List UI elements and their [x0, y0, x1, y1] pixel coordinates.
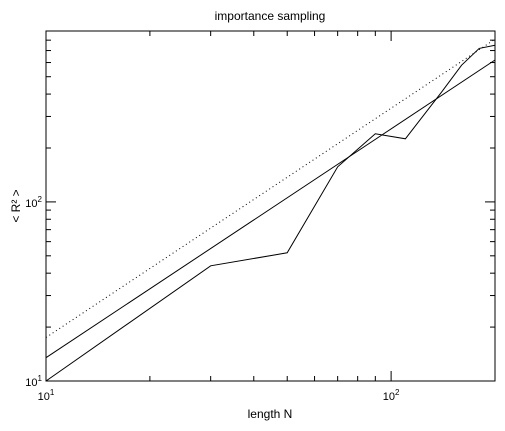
y-tick-label: 102 — [25, 195, 42, 210]
y-axis-label: < R² > — [9, 189, 23, 222]
axis-ticks — [45, 30, 496, 382]
x-tick-label: 101 — [38, 388, 55, 403]
tick-labels: 101 102 101 102 — [25, 195, 400, 403]
x-axis-label: length N — [248, 407, 293, 421]
x-tick-label: 102 — [383, 388, 400, 403]
chart-title: importance sampling — [215, 9, 326, 23]
y-tick-label: 101 — [25, 374, 42, 389]
plot-frame — [45, 30, 496, 382]
series-group — [45, 38, 496, 382]
series-line-1 — [45, 44, 496, 382]
series-line-3 — [45, 38, 496, 338]
series-line-2 — [45, 59, 496, 359]
